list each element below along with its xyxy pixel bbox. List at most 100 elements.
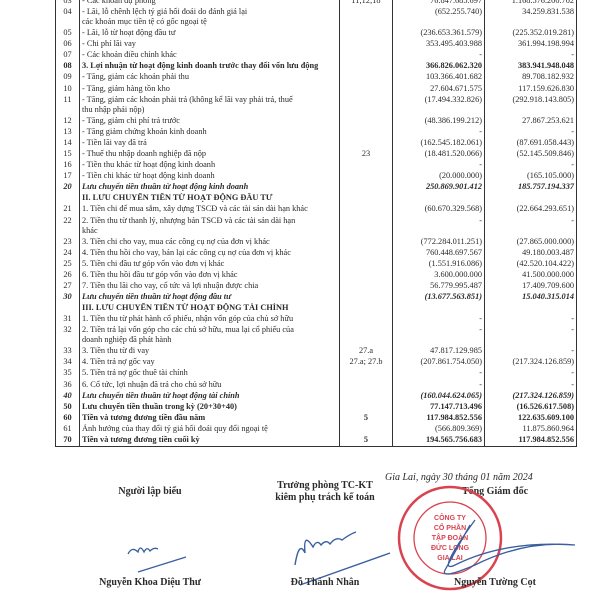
director-name: Nguyễn Tường Cọt — [454, 577, 536, 588]
accountant-name: Đỗ Thành Nhân — [290, 577, 360, 588]
table-row: 04- Lãi, lỗ chênh lệch tỷ giá hối đoái d… — [55, 7, 577, 29]
table-row: 21 1. Tiền chi để mua sắm, xây dựng TSCĐ … — [55, 204, 577, 216]
prior-period-value: 361.994.198.994 — [484, 39, 577, 51]
table-row: 09- Tăng, giảm các khoản phải thu 103.366… — [55, 72, 577, 84]
prior-period-value: 383.941.948.048 — [484, 61, 577, 73]
cash-flow-table: 03- Các khoản dự phòng 11;12;18 76.847.685… — [55, 0, 577, 447]
table-row: 06- Chi phí lãi vay 353.495.403.988 361.99… — [55, 39, 577, 51]
prior-period-value: 89.708.182.932 — [484, 72, 577, 84]
table-row: 05- Lãi, lỗ từ hoạt động đầu tư (236.653.… — [55, 28, 577, 40]
prior-period-value: - — [484, 126, 577, 138]
prior-period-value: - — [484, 346, 577, 358]
table-row: 16- Tiền thu khác từ hoạt động kinh doan… — [55, 160, 577, 172]
prior-period-value: - — [484, 379, 577, 391]
svg-text:CÔNG TY: CÔNG TY — [434, 513, 466, 522]
prior-period-value: - — [484, 325, 577, 347]
row-description: 6. Tiền thu hồi đầu tư góp vốn vào đơn v… — [79, 269, 340, 281]
prior-period-value: 27.867.253.621 — [484, 115, 577, 127]
table-row: 60 Tiền và tương đương tiền đầu năm 5 117.9… — [55, 412, 577, 424]
table-row: 70 Tiền và tương đương tiền cuối kỳ 5 194.5… — [55, 435, 577, 447]
prior-period-value: 41.500.000.000 — [484, 269, 577, 281]
svg-text:ĐỨC LONG: ĐỨC LONG — [431, 543, 470, 552]
table-row: 26 6. Tiền thu hồi đầu tư góp vốn vào đơn… — [55, 269, 577, 281]
row-description: 1. Tiền thu từ phát hành cổ phiếu, nhận … — [79, 314, 340, 326]
accountant-title-2: kiêm phụ trách kế toán — [275, 492, 375, 503]
svg-text:TẬP ĐOÀN: TẬP ĐOÀN — [432, 533, 468, 542]
row-description: - Tăng, giảm các khoản phải thu — [79, 72, 340, 84]
table-row: 24 4. Tiền thu hồi cho vay, bán lại các c… — [55, 247, 577, 259]
prior-period-value: - — [484, 50, 577, 62]
prior-period-value: 117.159.626.830 — [484, 83, 577, 95]
table-row: 35 5. Tiền trả nợ gốc thuê tài chính - - — [55, 368, 577, 380]
row-description: 4. Tiền thu hồi cho vay, bán lại các côn… — [79, 247, 340, 259]
table-row: 08 3. Lợi nhuận từ hoạt động kinh doanh t… — [55, 61, 577, 73]
row-description: - Tiền thu khác từ hoạt động kinh doanh — [79, 160, 340, 172]
director-title: Tổng Giám đốc — [461, 486, 529, 497]
table-row: 20 Lưu chuyển tiền thuần từ hoạt động kin… — [55, 182, 577, 194]
table-row: 31 1. Tiền thu từ phát hành cổ phiếu, nhậ… — [55, 314, 577, 326]
prior-period-value: (165.105.000) — [484, 171, 577, 183]
table-row: 15- Thuế thu nhập doanh nghiệp đã nộp 23(… — [55, 148, 577, 161]
row-description: II. LƯU CHUYỂN TIỀN TỪ HOẠT ĐỘNG ĐẦU TƯ — [79, 193, 340, 205]
prior-period-value — [484, 303, 577, 315]
prior-period-value: 34.259.831.538 — [484, 7, 577, 29]
director-signature — [443, 519, 576, 575]
row-description: 2. Tiền trả lại vốn góp cho các chủ sở h… — [79, 325, 340, 347]
table-row: 07- Các khoản điều chỉnh khác - - — [55, 50, 577, 62]
row-description: 3. Lợi nhuận từ hoạt động kinh doanh trư… — [79, 61, 340, 73]
prior-period-value: 15.040.315.014 — [484, 291, 577, 304]
prior-period-value: (217.324.126.859) — [484, 390, 577, 402]
table-row: 61 Ảnh hưởng của thay đổi tỷ giá hối đoái… — [55, 423, 577, 435]
row-description: 5. Tiền trả nợ gốc thuê tài chính — [79, 368, 340, 380]
prior-period-value: (217.324.126.859) — [484, 357, 577, 369]
svg-text:CỔ PHẦN: CỔ PHẦN — [434, 522, 466, 532]
table-row: III. LƯU CHUYỂN TIỀN TỪ HOẠT ĐỘNG TÀI CH… — [55, 303, 577, 315]
prior-period-value — [484, 193, 577, 205]
table-row: 12- Tăng, giảm chi phí trả trước (48.386.… — [55, 115, 577, 127]
row-description: 5. Tiền chi đầu tư góp vốn vào đơn vị kh… — [79, 258, 340, 270]
table-row: 23 3. Tiền chi cho vay, mua các công cụ n… — [55, 236, 577, 248]
row-description: - Tăng, giảm các khoản phải trả (không k… — [79, 94, 340, 116]
row-description: Lưu chuyển tiền thuần từ hoạt động đầu t… — [79, 291, 340, 304]
row-description: Lưu chuyển tiền thuần từ hoạt động kinh … — [79, 182, 340, 194]
row-description: III. LƯU CHUYỂN TIỀN TỪ HOẠT ĐỘNG TÀI CH… — [79, 303, 340, 315]
prior-period-value: (87.691.058.443) — [484, 137, 577, 149]
table-row: 50 Lưu chuyển tiền thuần trong kỳ (20+30+… — [55, 401, 577, 413]
row-description: Lưu chuyển tiền thuần trong kỳ (20+30+40… — [79, 401, 340, 413]
table-row: 22 2. Tiền thu từ thanh lý, nhượng bán TS… — [55, 215, 577, 237]
prior-period-value: - — [484, 368, 577, 380]
table-row: 40 Lưu chuyển tiền thuần từ hoạt động tài… — [55, 390, 577, 402]
table-row: II. LƯU CHUYỂN TIỀN TỪ HOẠT ĐỘNG ĐẦU TƯ — [55, 193, 577, 205]
table-row: 27 7. Tiền thu lãi cho vay, cổ tức và lợi… — [55, 280, 577, 292]
prior-period-value: 1.168.576.200.702 — [484, 0, 577, 8]
prior-period-value: 185.757.194.337 — [484, 182, 577, 194]
prior-period-value: - — [484, 160, 577, 172]
prior-period-value: 122.635.609.100 — [484, 412, 577, 424]
prior-period-value: (22.664.293.651) — [484, 204, 577, 216]
accountant-signature — [294, 531, 391, 586]
row-description: Tiền và tương đương tiền cuối kỳ — [79, 435, 340, 447]
prior-period-value: 11.875.860.964 — [484, 423, 577, 435]
prior-period-value: - — [484, 215, 577, 237]
row-description: - Thuế thu nhập doanh nghiệp đã nộp — [79, 148, 340, 161]
table-row: 10- Tăng, giảm hàng tồn kho 27.604.671.57… — [55, 83, 577, 95]
table-row: 32 2. Tiền trả lại vốn góp cho các chủ sở… — [55, 325, 577, 347]
table-row: 11- Tăng, giảm các khoản phải trả (không… — [55, 94, 577, 116]
prior-period-value: - — [484, 314, 577, 326]
preparer-name: Nguyễn Khoa Diệu Thư — [99, 577, 201, 588]
table-row: 17- Tiền chi khác từ hoạt động kinh doan… — [55, 171, 577, 183]
prior-period-value: (225.352.019.281) — [484, 28, 577, 40]
prior-period-value: (292.918.143.805) — [484, 94, 577, 116]
row-description: 7. Tiền thu lãi cho vay, cổ tức và lợi n… — [79, 280, 340, 292]
table-row: 13- Tăng giảm chứng khoán kinh doanh - - — [55, 126, 577, 138]
table-row: 33 3. Tiền thu từ đi vay 27.a 47.817.129.98… — [55, 346, 577, 358]
prior-period-value: 117.984.852.556 — [484, 435, 577, 447]
row-description: - Lãi, lỗ chênh lệch tỷ giá hối đoái do … — [79, 7, 340, 29]
accountant-title-1: Trưởng phòng TC-KT — [277, 480, 373, 491]
table-row: 25 5. Tiền chi đầu tư góp vốn vào đơn vị … — [55, 258, 577, 270]
row-description: 6. Cổ tức, lợi nhuận đã trả cho chủ sở h… — [79, 379, 340, 391]
preparer-title: Người lập biểu — [118, 486, 182, 497]
row-description: Lưu chuyển tiền thuần từ hoạt động tài c… — [79, 390, 340, 402]
signing-date: Gia Lai, ngày 30 tháng 01 năm 2024 — [385, 472, 533, 483]
